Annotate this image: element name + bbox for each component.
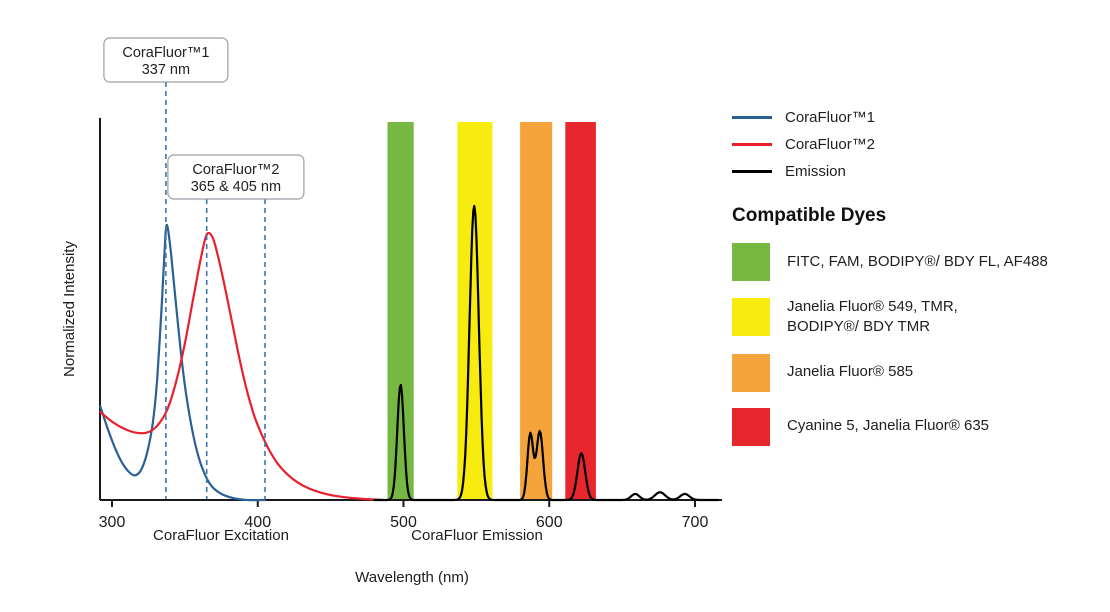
callout1-value: 337 nm: [142, 62, 190, 78]
callout-corafluor1: CoraFluor™1 337 nm: [103, 37, 229, 83]
corafluor2-legend-label: CoraFluor™2: [785, 136, 876, 153]
legend-item-emission: Emission: [732, 158, 1104, 185]
red-dye-label: Cyanine 5, Janelia Fluor® 635: [787, 417, 990, 435]
callout2-value: 365 & 405 nm: [191, 179, 281, 195]
callout2-box: [167, 154, 305, 200]
filter-band-1: [387, 122, 414, 500]
corafluor2-excitation-curve: [99, 231, 385, 502]
filter-bands: [387, 122, 596, 500]
emission-line-swatch: [732, 170, 772, 173]
filter-band-4: [565, 122, 596, 500]
callout1-title: CoraFluor™1: [122, 45, 209, 61]
callout-corafluor2: CoraFluor™2 365 & 405 nm: [167, 154, 305, 200]
x-tick-label-400: 400: [244, 514, 271, 531]
x-tick-label-500: 500: [390, 514, 417, 531]
x-tick-label-600: 600: [536, 514, 563, 531]
x-ticks: 300 400 500 600 700: [99, 500, 709, 531]
corafluor1-legend-label: CoraFluor™1: [785, 109, 876, 126]
compatible-dyes-heading: Compatible Dyes: [732, 205, 887, 226]
emission-section-label: CoraFluor Emission: [411, 527, 543, 544]
green-dye-label: FITC, FAM, BODIPY®/ BDY FL, AF488: [787, 252, 1048, 270]
x-axis-label: Wavelength (nm): [355, 569, 469, 586]
emission-legend-label: Emission: [785, 163, 846, 180]
legend-item-corafluor1: CoraFluor™1: [732, 104, 1104, 131]
filter-band-2: [457, 122, 493, 500]
corafluor2-line-swatch: [732, 143, 772, 146]
orange-dye-swatch: [732, 353, 770, 392]
spectra-chart: 300 400 500 600 700 CoraFluor™1 337 nm CoraF…: [61, 37, 722, 586]
dye-item-fitc-group: FITC, FAM, BODIPY®/ BDY FL, AF488: [732, 243, 1104, 281]
dye-item-cy5-group: Cyanine 5, Janelia Fluor® 635: [732, 407, 1104, 446]
x-tick-label-700: 700: [682, 514, 709, 531]
y-axis-label: Normalized Intensity: [61, 241, 78, 377]
excitation-section-label: CoraFluor Excitation: [153, 527, 289, 544]
legend-item-corafluor2: CoraFluor™2: [732, 131, 1104, 158]
x-tick-label-300: 300: [99, 514, 126, 531]
dye-item-jf549-group: Janelia Fluor® 549, TMR, BODIPY®/ BDY TM…: [732, 297, 1104, 338]
callout2-title: CoraFluor™2: [192, 162, 279, 178]
yellow-dye-label: Janelia Fluor® 549, TMR, BODIPY®/ BDY TM…: [787, 298, 958, 336]
wavelength-marker-lines: [165, 82, 266, 499]
callout1-box: [103, 37, 229, 83]
yellow-dye-swatch: [732, 298, 770, 337]
emission-curve: [373, 204, 720, 502]
filter-band-3: [520, 122, 553, 500]
red-dye-swatch: [732, 407, 770, 446]
green-dye-swatch: [732, 243, 770, 281]
dye-item-jf585-group: Janelia Fluor® 585: [732, 353, 1104, 392]
orange-dye-label: Janelia Fluor® 585: [787, 363, 914, 381]
legend: CoraFluor™1 CoraFluor™2 Emission Compati…: [732, 104, 1104, 462]
corafluor1-line-swatch: [732, 116, 772, 119]
